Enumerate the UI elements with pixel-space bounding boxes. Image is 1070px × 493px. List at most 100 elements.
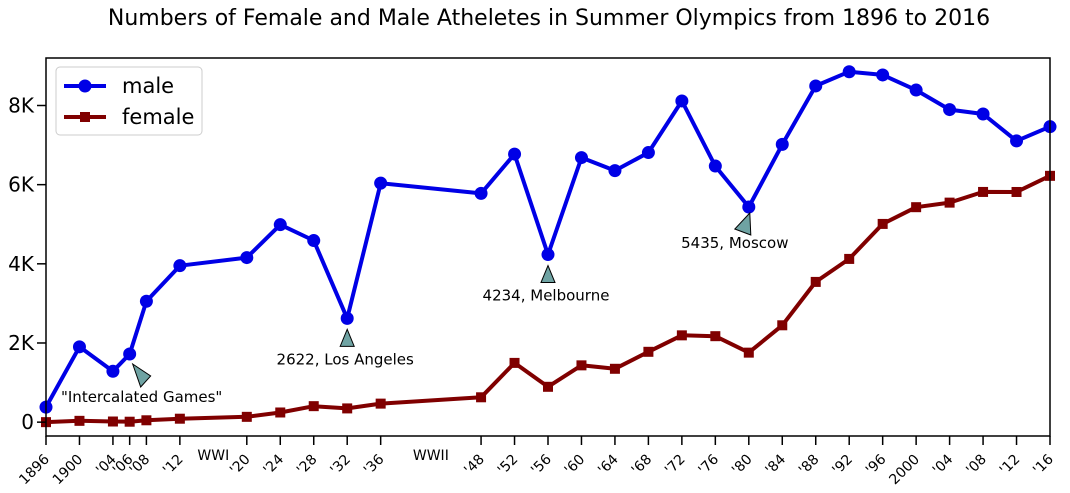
annotation-label-0: "Intercalated Games"	[61, 388, 222, 406]
x-tick-label-17: '72	[662, 452, 689, 479]
annotation-label-3: 5435, Moscow	[681, 234, 788, 252]
y-tick-label-1: 2K	[8, 331, 35, 355]
x-tick-label-23: '96	[863, 451, 890, 478]
point-male-23	[876, 68, 890, 82]
x-tick-label-19: '80	[729, 452, 756, 479]
point-male-7	[273, 218, 287, 232]
point-male-14	[574, 151, 588, 165]
era-label-1: WWII	[413, 448, 449, 464]
point-male-16	[641, 146, 655, 160]
point-female-8	[308, 401, 319, 412]
point-male-18	[708, 159, 722, 173]
point-female-21	[810, 276, 821, 287]
x-tick-label-21: '88	[796, 452, 823, 479]
point-female-17	[676, 330, 687, 341]
point-female-2	[107, 416, 118, 427]
x-tick-label-0: 1896	[16, 451, 53, 488]
point-female-12	[509, 357, 520, 368]
series-layer	[39, 65, 1057, 428]
x-tick-label-14: '60	[562, 452, 589, 479]
x-tick-label-9: '32	[327, 452, 354, 479]
point-male-19	[742, 200, 756, 214]
point-male-9	[340, 311, 354, 325]
x-tick-label-24: 2000	[886, 452, 923, 489]
point-female-24	[911, 202, 922, 213]
point-male-22	[842, 65, 856, 79]
point-male-12	[508, 147, 522, 161]
point-male-1	[72, 340, 86, 354]
y-tick-label-0: 0	[21, 410, 34, 434]
annotation-arrow-3	[733, 211, 752, 236]
y-tick-label-3: 6K	[8, 173, 35, 197]
point-female-25	[944, 197, 955, 208]
point-female-23	[877, 218, 888, 229]
annotation-arrow-2	[540, 264, 556, 284]
point-female-4	[141, 415, 152, 426]
point-female-13	[543, 381, 553, 392]
point-female-19	[743, 347, 754, 358]
point-male-4	[139, 294, 153, 308]
era-label-0: WWI	[197, 448, 229, 464]
x-tick-label-16: '68	[629, 452, 656, 479]
legend-marker-male	[78, 79, 92, 93]
point-female-18	[710, 331, 721, 342]
point-female-1	[74, 415, 85, 426]
x-tick-label-27: '12	[997, 452, 1024, 479]
point-male-25	[943, 103, 957, 117]
x-tick-label-13: '56	[528, 451, 555, 478]
point-male-5	[173, 259, 187, 273]
point-male-8	[307, 234, 321, 248]
point-male-10	[374, 176, 388, 190]
x-tick-label-20: '84	[762, 451, 789, 478]
y-tick-label-2: 4K	[8, 252, 35, 276]
legend-label-male: male	[122, 74, 174, 98]
x-tick-label-8: '28	[294, 452, 321, 479]
point-male-21	[809, 79, 823, 93]
y-axis: 0 2K 4K 6K 8K	[8, 93, 46, 434]
x-tick-label-12: '52	[495, 452, 522, 479]
point-male-26	[976, 107, 990, 121]
point-female-11	[476, 392, 487, 403]
point-male-17	[675, 94, 689, 108]
x-tick-label-15: '64	[595, 451, 622, 478]
x-axis: 18961900'04'06'08'12'20'24'28'32'36'48'5…	[16, 436, 1057, 488]
point-female-27	[1011, 186, 1022, 197]
point-female-5	[174, 413, 185, 424]
annotation-label-2: 4234, Melbourne	[483, 287, 610, 305]
x-tick-label-7: '24	[260, 451, 287, 478]
era-labels: WWI WWII	[197, 448, 448, 464]
x-tick-label-26: '08	[963, 452, 990, 479]
chart-title: Numbers of Female and Male Atheletes in …	[108, 6, 990, 31]
point-male-24	[909, 83, 923, 97]
point-female-26	[978, 186, 989, 197]
x-tick-label-22: '92	[829, 452, 856, 479]
point-female-10	[375, 398, 386, 409]
annotation-label-1: 2622, Los Angeles	[277, 350, 414, 368]
point-female-22	[844, 253, 855, 264]
y-tick-label-4: 8K	[8, 93, 35, 117]
annotation-arrow-1	[339, 328, 355, 347]
point-female-9	[342, 403, 353, 414]
legend-label-female: female	[122, 105, 194, 129]
point-female-7	[275, 407, 286, 418]
x-tick-label-28: '16	[1030, 451, 1057, 478]
point-male-2	[106, 364, 120, 378]
point-male-20	[775, 137, 789, 151]
x-tick-label-11: '48	[461, 452, 488, 479]
x-tick-label-4: '08	[127, 452, 154, 479]
point-female-14	[576, 360, 587, 371]
point-female-6	[241, 411, 252, 422]
x-tick-label-25: '04	[930, 451, 957, 478]
point-male-6	[240, 251, 254, 265]
x-tick-label-6: '20	[227, 452, 254, 479]
point-female-15	[609, 363, 620, 374]
point-male-11	[474, 186, 488, 200]
legend: male female	[55, 66, 203, 136]
point-male-3	[123, 347, 137, 361]
point-male-15	[608, 164, 622, 178]
point-female-3	[124, 416, 135, 427]
annotation-arrow-0	[131, 362, 152, 388]
x-tick-label-18: '76	[696, 451, 723, 478]
x-tick-label-1: 1900	[50, 452, 87, 489]
